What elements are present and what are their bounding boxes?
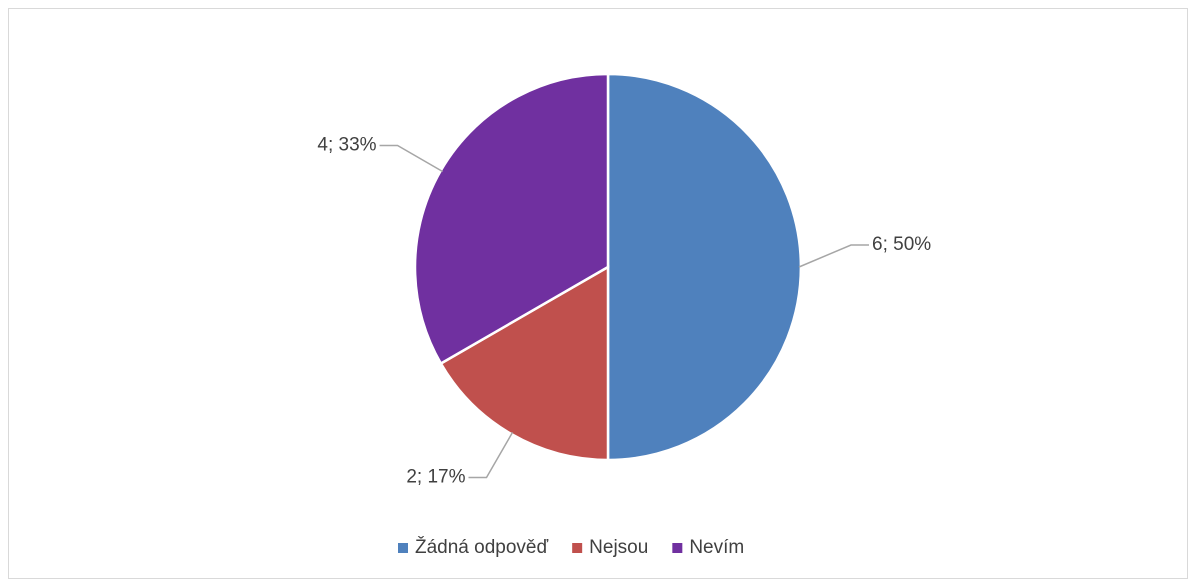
legend-swatch (572, 543, 583, 553)
legend-swatch (672, 543, 683, 553)
leader-line (379, 144, 443, 173)
leader-line (468, 432, 514, 479)
data-label: 6; 50% (872, 234, 931, 255)
legend-label: Nejsou (589, 537, 648, 558)
legend-label: Žádná odpověď (415, 536, 548, 558)
data-label: 4; 33% (317, 135, 376, 156)
legend-swatch (398, 543, 408, 553)
data-label: 2; 17% (406, 466, 465, 487)
legend-label: Nevím (689, 537, 744, 558)
leader-line (798, 244, 869, 268)
